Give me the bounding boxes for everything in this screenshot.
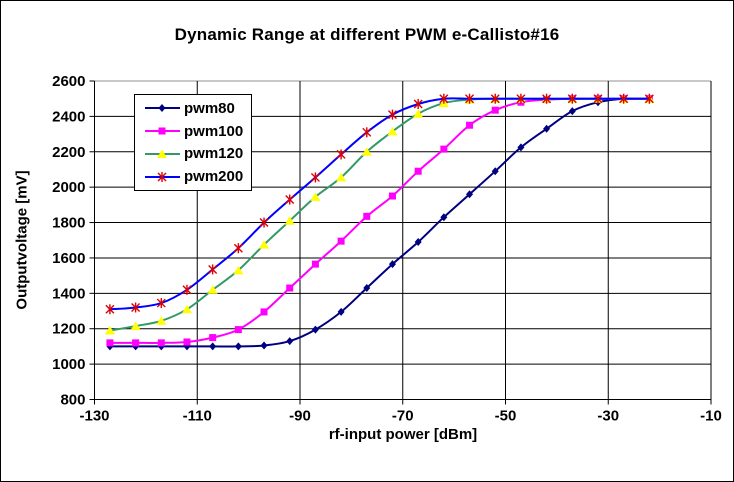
legend-label: pwm80 bbox=[184, 99, 235, 117]
svg-text:1600: 1600 bbox=[52, 250, 85, 267]
legend-label: pwm100 bbox=[184, 122, 244, 140]
svg-text:1000: 1000 bbox=[52, 356, 85, 373]
svg-text:-50: -50 bbox=[495, 408, 517, 425]
svg-text:-10: -10 bbox=[700, 408, 722, 425]
legend-item-pwm120: pwm120 bbox=[144, 146, 251, 161]
legend-label: pwm200 bbox=[184, 168, 244, 186]
svg-text:2000: 2000 bbox=[52, 179, 85, 196]
svg-text:2600: 2600 bbox=[52, 73, 85, 90]
svg-text:2200: 2200 bbox=[52, 144, 85, 161]
svg-text:-110: -110 bbox=[183, 408, 212, 425]
legend-label: pwm120 bbox=[184, 145, 244, 163]
y-axis-title: Outputvoltage [mV] bbox=[13, 170, 31, 310]
svg-text:-30: -30 bbox=[597, 408, 619, 425]
legend-item-pwm80: pwm80 bbox=[144, 101, 251, 116]
svg-text:-90: -90 bbox=[289, 408, 311, 425]
legend-swatch-pwm200-icon bbox=[145, 171, 180, 182]
svg-text:1800: 1800 bbox=[52, 215, 85, 232]
x-axis-title: rf-input power [dBm] bbox=[328, 426, 478, 443]
legend-swatch-pwm80-icon bbox=[145, 104, 180, 113]
legend-item-pwm100: pwm100 bbox=[144, 124, 251, 139]
svg-text:1400: 1400 bbox=[52, 285, 85, 302]
svg-text:-130: -130 bbox=[79, 408, 109, 425]
legend-swatch-pwm120-icon bbox=[145, 149, 180, 158]
chart-title: Dynamic Range at different PWM e-Callist… bbox=[174, 25, 560, 44]
legend-swatch-pwm100-icon bbox=[145, 127, 180, 135]
svg-text:-70: -70 bbox=[392, 408, 414, 425]
legend: pwm80 pwm100 pwm120 pwm200 bbox=[134, 94, 252, 191]
svg-text:800: 800 bbox=[60, 392, 85, 409]
svg-text:1200: 1200 bbox=[52, 321, 85, 338]
svg-text:2400: 2400 bbox=[52, 108, 85, 125]
legend-item-pwm200: pwm200 bbox=[144, 169, 251, 184]
